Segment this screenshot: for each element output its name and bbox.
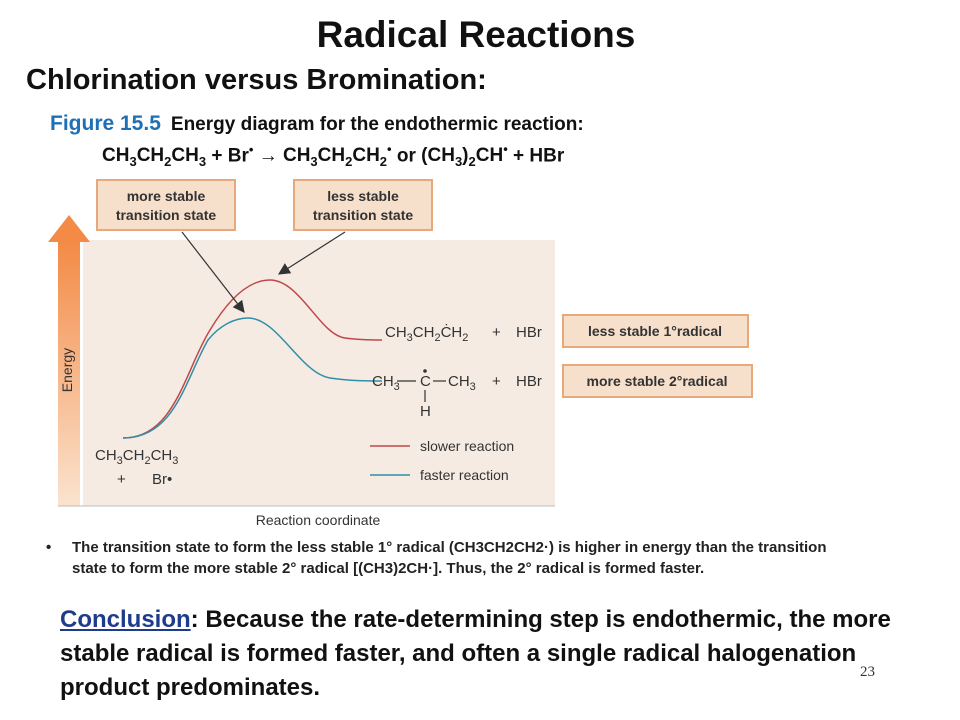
energy-axis-arrow [48, 215, 90, 506]
equation-product-1: CH3CH2CH2• [282, 142, 392, 170]
legend-faster-label: faster reaction [420, 467, 509, 483]
product-primary-hbr: HBr [516, 324, 542, 341]
conclusion-text: : Because the rate-determining step is e… [60, 606, 891, 701]
x-axis-label: Reaction coordinate [256, 512, 381, 528]
equation-or: or [396, 145, 416, 167]
page-number: 23 [860, 664, 875, 680]
less-stable-radical-box: less stable 1°radical [562, 314, 749, 348]
product-secondary-h: H [420, 403, 431, 420]
legend-slower-label: slower reaction [420, 438, 514, 454]
conclusion: Conclusion: Because the rate-determining… [60, 603, 920, 705]
more-stable-ts-box: more stable transition state [96, 179, 236, 231]
slide-subtitle: Chlorination versus Bromination: [26, 64, 487, 96]
equation-reactant: CH3CH2CH3 [102, 145, 207, 170]
slide-title: Radical Reactions [316, 14, 636, 55]
reactant-line2: Br• [152, 471, 172, 488]
energy-axis-label: Energy [59, 348, 75, 392]
reaction-equation: CH3CH2CH3 + Br• → CH3CH2CH2• or (CH3)2CH… [102, 142, 565, 170]
product-primary-plus: + [492, 324, 501, 341]
equation-byproduct: HBr [529, 145, 565, 167]
figure-caption-text: Energy diagram for the endothermic react… [170, 114, 584, 135]
less-stable-ts-box: less stable transition state [293, 179, 433, 231]
faster-reaction-curve [122, 317, 383, 439]
slower-reaction-curve [122, 279, 383, 439]
plot-panel [83, 240, 555, 506]
product-secondary-right: CH3 [448, 373, 476, 393]
equation-radical: Br [227, 145, 249, 167]
figure-number: Figure 15.5 [50, 112, 161, 135]
energy-diagram: Energy Reaction coordinate more stable t… [48, 179, 753, 528]
bullet-dot: • [46, 539, 52, 556]
product-secondary-plus: + [492, 373, 501, 390]
more-stable-ts-line1: more stable [127, 188, 206, 204]
less-stable-ts-pointer [277, 231, 346, 275]
less-stable-ts-line2: transition state [313, 207, 414, 223]
equation-arrow: → [258, 145, 278, 167]
legend: slower reaction faster reaction [370, 438, 514, 483]
equation-product-2: (CH3)2CH• [421, 142, 508, 170]
less-stable-radical-label: less stable 1°radical [588, 323, 722, 339]
product-secondary-hbr: HBr [516, 373, 542, 390]
more-stable-radical-label: more stable 2°radical [587, 373, 728, 389]
more-stable-ts-pointer [181, 231, 245, 313]
product-secondary-left: CH3 [372, 373, 400, 393]
less-stable-ts-line1: less stable [327, 188, 399, 204]
product-primary: CH3CH2ĊH2 [385, 323, 468, 344]
bullet-text: The transition state to form the less st… [72, 539, 827, 577]
product-secondary-center: C [420, 373, 431, 390]
radical-dot [423, 369, 427, 373]
reactant-plus: + [117, 471, 126, 488]
more-stable-ts-line2: transition state [116, 207, 217, 223]
more-stable-radical-box: more stable 2°radical [562, 364, 753, 398]
figure-caption: Figure 15.5 Energy diagram for the endoth… [50, 112, 584, 136]
conclusion-label: Conclusion [60, 606, 191, 633]
reactant-line1: CH3CH2CH3 [95, 447, 178, 467]
